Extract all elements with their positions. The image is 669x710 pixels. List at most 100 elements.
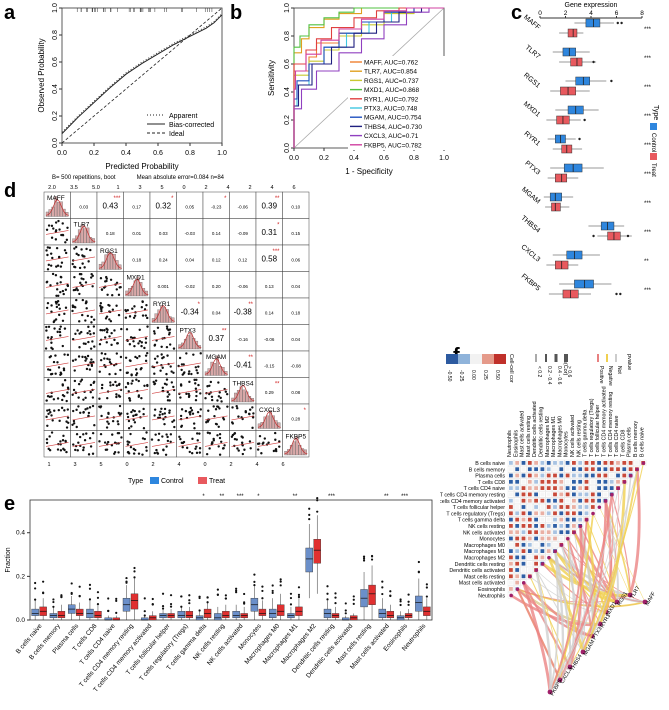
panel-label-b: b [230,2,243,24]
heatmap-value [572,467,576,472]
heatmap-value [559,517,564,522]
correlation-value: 0.18 [291,310,300,315]
scatter-point [206,420,210,423]
heatmap-value [509,517,513,522]
scatter-point [54,273,58,277]
network-edge [549,551,559,693]
top-tick-label: 3.5 [70,185,78,191]
scatter-point [153,414,156,417]
scatter-point [46,246,50,249]
column-label: Macrophages M0 [557,416,563,457]
scatter-point [168,411,171,414]
significance-mark: * [224,196,227,202]
fit-line [72,336,96,341]
histogram-bar [98,264,102,270]
scatter-point [65,426,69,429]
scatter-point [101,383,104,387]
heatmap-value [527,498,532,503]
scatter-point [76,288,79,292]
scatter-point [92,332,96,335]
outlier [107,609,110,613]
outlier [253,583,256,587]
box-treat [276,604,285,616]
scatter-point [98,440,101,443]
heatmap-value [534,530,538,535]
scatter-point [45,415,48,419]
scatter-point [49,411,52,414]
outlier [381,592,384,596]
scatter-point [132,452,136,455]
scatter-point [106,440,110,444]
scatter-point [81,313,84,317]
scatter-point [129,336,133,339]
scatter-point [113,338,116,342]
scatter-point [141,453,144,456]
matrix-cell [43,377,71,405]
network-edge [558,494,614,681]
scatter-point [222,416,225,420]
scatter-point [127,427,131,430]
scatter-point [113,329,116,332]
heatmap-value [559,461,564,465]
pvalue-label: pvalue [626,354,632,370]
scatter-point [55,246,59,250]
colorbar-tick: -0.50 [446,370,452,382]
scatter-point [169,440,172,444]
scatter-point [178,435,181,439]
scatter-point [52,360,56,364]
scatter-point [63,379,67,382]
fit-line [151,336,175,341]
legend-label: RGS1, AUC=0.737 [364,78,419,85]
significance-mark: *** [237,494,245,500]
fit-line [45,256,69,262]
scatter-point [108,373,111,376]
scatter-point [48,368,52,372]
heatmap-value [609,467,614,472]
cell-node [534,568,539,573]
scatter-point [139,368,142,371]
scatter-point [248,412,251,416]
scatter-point [111,419,115,423]
scatter-point [79,380,82,383]
scatter-point [119,388,123,392]
scatter-point [210,395,214,398]
scatter-point [226,405,229,408]
correlation-value: 0.24 [159,257,168,262]
scatter-point [244,410,247,413]
heatmap-value [540,511,545,516]
box-control [575,76,590,86]
outlier [592,60,595,64]
heatmap-value [584,467,589,472]
scatter-point [190,409,194,412]
x-axis-label: 1 - Specificity [345,167,393,176]
scatter-point [105,275,108,279]
scatter-point [62,367,66,370]
scatter-point [142,407,145,411]
heatmap-value [590,467,595,472]
outlier [425,586,428,589]
heatmap-value [521,555,526,560]
scatter-point [61,439,65,442]
scatter-point [100,288,104,291]
scatter-point [145,303,148,307]
scatter-point [142,427,146,430]
scatter-point [217,395,221,398]
cell-node [515,587,520,591]
scatter-point [252,412,255,415]
fit-line [72,442,96,447]
outlier [316,497,319,500]
scatter-point [163,407,167,411]
heatmap-value [553,467,557,472]
heatmap-value [572,505,576,509]
column-label: T cells regulatory (Tregs) [589,398,595,457]
correlation-value: -0.06 [238,284,249,289]
scatter-point [140,305,144,309]
heatmap-value [515,580,520,585]
scatter-point [56,330,59,334]
scatter-point [61,233,65,237]
outlier [169,602,173,606]
scatter-point [235,404,238,408]
heatmap-value [584,505,589,509]
scatter-point [63,312,66,316]
